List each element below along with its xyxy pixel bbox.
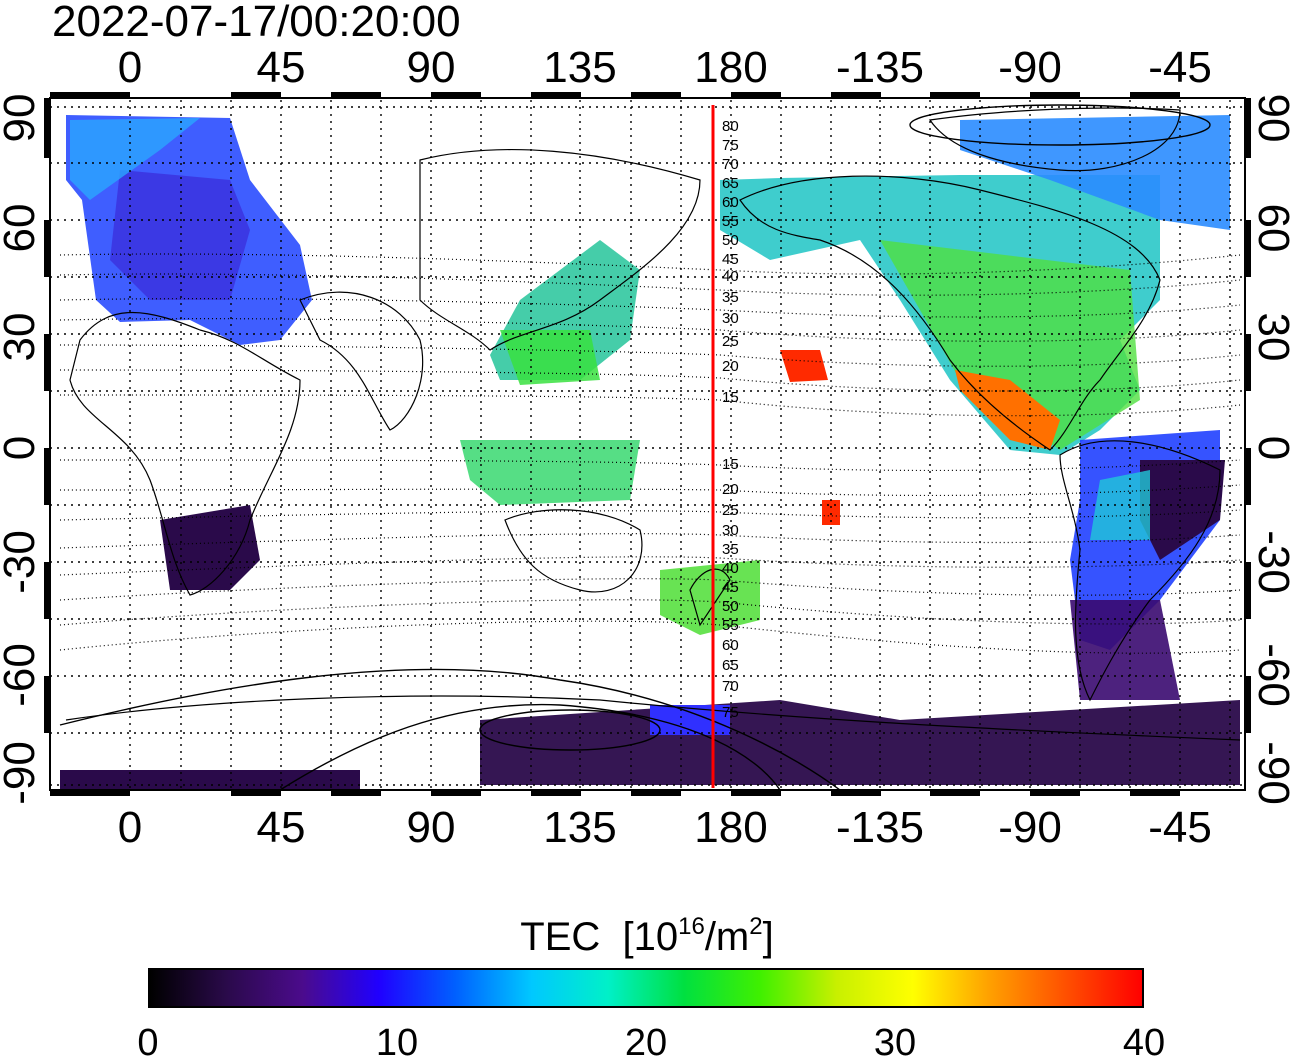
top-lon-tick: -135 [835,43,925,92]
bottom-lon-tick: -45 [1148,803,1212,852]
mlat-label: 60 [722,194,739,211]
tec-patch-europe-west [70,118,200,200]
colorbar-unit-suffix: ] [762,915,774,959]
bottom-lon-tick: 45 [256,803,306,852]
mlat-label: 45 [722,579,739,596]
top-lon-tick: -45 [1148,43,1212,92]
mlat-label: 40 [722,560,739,577]
magnetic-pole-contours [59,104,1211,791]
top-lon-tick: -90 [998,43,1062,92]
mlat-label: 65 [722,175,739,192]
tec-patch-na-green [880,240,1140,450]
frame-scale-bars [44,92,1251,796]
mlat-label: 70 [722,156,739,173]
top-lon-tick: 0 [117,43,143,92]
colorbar-unit-exp2: 2 [749,913,763,940]
tec-patch-sa-cyan [1090,470,1150,540]
graticule [50,100,1244,790]
mlat-label: 15 [722,389,739,406]
mlat-label: 40 [722,268,739,285]
tec-patch-antarctica-east [480,700,1240,785]
coastlines [65,107,1241,741]
mlat-label: 60 [722,637,739,654]
tec-world-map: 80 75 70 65 60 55 50 45 40 35 30 25 20 1… [44,92,1251,796]
mlat-label: 15 [722,456,739,473]
colorbar-gradient [148,968,1144,1008]
mlat-label: 55 [722,617,739,634]
bottom-lon-tick: -135 [835,803,925,852]
tec-patch-central-america [955,370,1060,450]
mlat-label: 80 [722,118,739,135]
bottom-lon-tick: -90 [998,803,1062,852]
mlat-label: 35 [722,289,739,306]
mlat-label: 75 [722,704,739,721]
tec-patch-indonesia [460,440,640,505]
colorbar-unit-mid: /m [704,915,750,959]
mlat-label: 70 [722,678,739,695]
tec-patch-africa [160,505,260,590]
colorbar-tick: 20 [624,1022,668,1064]
mlat-label: 25 [722,502,739,519]
mlat-label: 20 [722,481,739,498]
colorbar-tick: 0 [137,1022,159,1064]
tec-patch-asia-green [500,330,600,385]
tec-patch-antarctica-blue [650,705,730,735]
colorbar-tick: 40 [1122,1022,1166,1064]
mlat-label: 55 [722,213,739,230]
colorbar-tick: 10 [375,1022,419,1064]
mlat-label: 50 [722,598,739,615]
magnetic-lat-labels: 80 75 70 65 60 55 50 45 40 35 30 25 20 1… [722,118,739,721]
mlat-label: 75 [722,137,739,154]
tec-data-layer [60,115,1240,790]
mlat-label: 35 [722,541,739,558]
colorbar-title-text: TEC [520,915,601,959]
mlat-label: 30 [722,310,739,327]
mlat-label: 20 [722,358,739,375]
mlat-label: 50 [722,232,739,249]
colorbar-unit-exp: 16 [678,913,705,940]
top-lon-tick: 180 [694,43,768,92]
mlat-label: 65 [722,657,739,674]
tec-patch-sa-dark [1140,460,1225,560]
bottom-lon-tick: 180 [694,803,768,852]
mlat-label: 45 [722,251,739,268]
tec-patch-sa-south [1070,600,1180,700]
bottom-lon-tick: 135 [543,803,617,852]
bottom-lon-tick: 90 [406,803,456,852]
tec-patch-europe-core [110,170,250,300]
top-lon-tick: 135 [543,43,617,92]
tec-patch-nz [660,560,760,635]
tec-patch-hawaii [780,350,828,382]
mlat-label: 30 [722,522,739,539]
tec-patch-tahiti [822,500,840,525]
bottom-lon-tick: 0 [117,803,143,852]
top-lon-tick: 90 [406,43,456,92]
timestamp-title: 2022-07-17/00:20:00 [52,0,461,46]
colorbar-tick: 30 [873,1022,917,1064]
mlat-label: 25 [722,333,739,350]
colorbar-title: TEC [1016/m2] [0,905,1294,959]
tec-patch-antarctica [60,770,360,790]
top-lon-tick: 45 [256,43,306,92]
colorbar-unit-prefix: [10 [622,915,679,959]
